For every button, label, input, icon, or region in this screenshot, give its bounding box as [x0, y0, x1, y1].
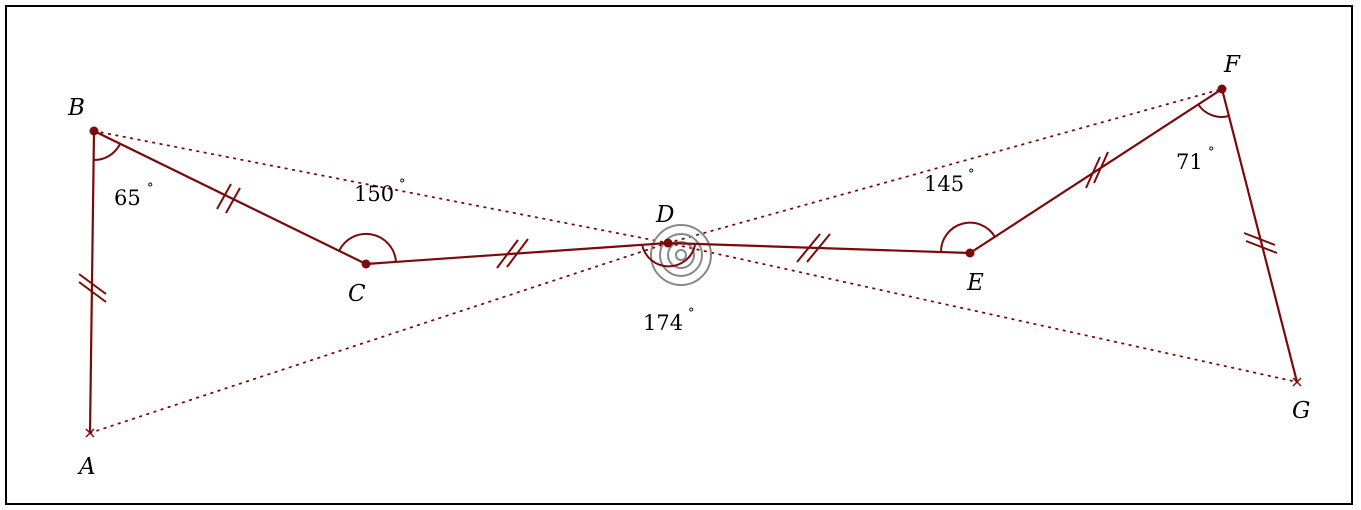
tick-marks-de — [796, 233, 831, 263]
point-c-label: C — [348, 281, 366, 307]
angle-value-f: 71 — [1176, 150, 1203, 174]
angle-label-b: 65 ° — [114, 181, 154, 210]
point-g-label: G — [1292, 398, 1310, 424]
point-f-marker — [1217, 84, 1227, 94]
target-ring-3 — [667, 241, 695, 269]
tick-marks-cd — [496, 238, 529, 269]
tick-marks-ef — [1085, 151, 1109, 189]
point-c-marker — [361, 259, 371, 269]
angle-label-c: 150 ° — [354, 177, 406, 206]
tick-marks-bc — [216, 183, 241, 214]
angle-arc-f — [1197, 103, 1230, 118]
angle-unit-f: ° — [1208, 145, 1215, 160]
angle-arc-b — [92, 143, 121, 162]
point-g-marker — [1292, 377, 1302, 387]
point-d-marker — [663, 238, 673, 248]
angle-value-c: 150 — [354, 182, 394, 206]
dotted-line-dg — [667, 242, 1298, 383]
target-ring-1 — [650, 224, 712, 286]
target-rings — [650, 224, 712, 286]
angle-unit-c: ° — [399, 177, 406, 192]
angle-arc-d — [641, 243, 696, 268]
angle-arc-e — [939, 221, 996, 253]
dotted-line-ad — [89, 242, 669, 434]
angle-unit-e: ° — [968, 167, 975, 182]
dotted-line-df — [667, 88, 1223, 244]
angle-unit-d: ° — [688, 306, 695, 321]
point-e-marker — [965, 248, 975, 258]
figure-frame — [5, 5, 1353, 505]
point-b-marker — [89, 126, 99, 136]
angle-label-f: 71 ° — [1176, 145, 1215, 174]
tick-marks-fg — [1243, 232, 1278, 254]
segment-ef — [968, 87, 1224, 255]
angle-arc-c — [338, 232, 397, 263]
angle-value-e: 145 — [924, 172, 964, 196]
angle-unit-b: ° — [147, 181, 154, 196]
tick-marks-ab — [78, 273, 107, 303]
dotted-line-bd — [93, 130, 669, 244]
point-d-label: D — [655, 202, 674, 228]
point-f-label: F — [1223, 52, 1241, 78]
angle-label-d: 174 ° — [643, 306, 695, 335]
point-a-label: A — [77, 454, 96, 480]
point-b-label: B — [67, 95, 85, 121]
target-ring-4 — [675, 249, 687, 261]
angle-value-b: 65 — [114, 186, 141, 210]
angle-value-d: 174 — [643, 311, 683, 335]
segment-fg — [1220, 87, 1299, 384]
angle-label-e: 145 ° — [924, 167, 975, 196]
segment-ab — [88, 129, 96, 435]
target-ring-2 — [659, 233, 703, 277]
point-a-marker — [85, 428, 95, 438]
point-e-label: E — [966, 270, 984, 296]
segment-bc — [92, 129, 368, 266]
